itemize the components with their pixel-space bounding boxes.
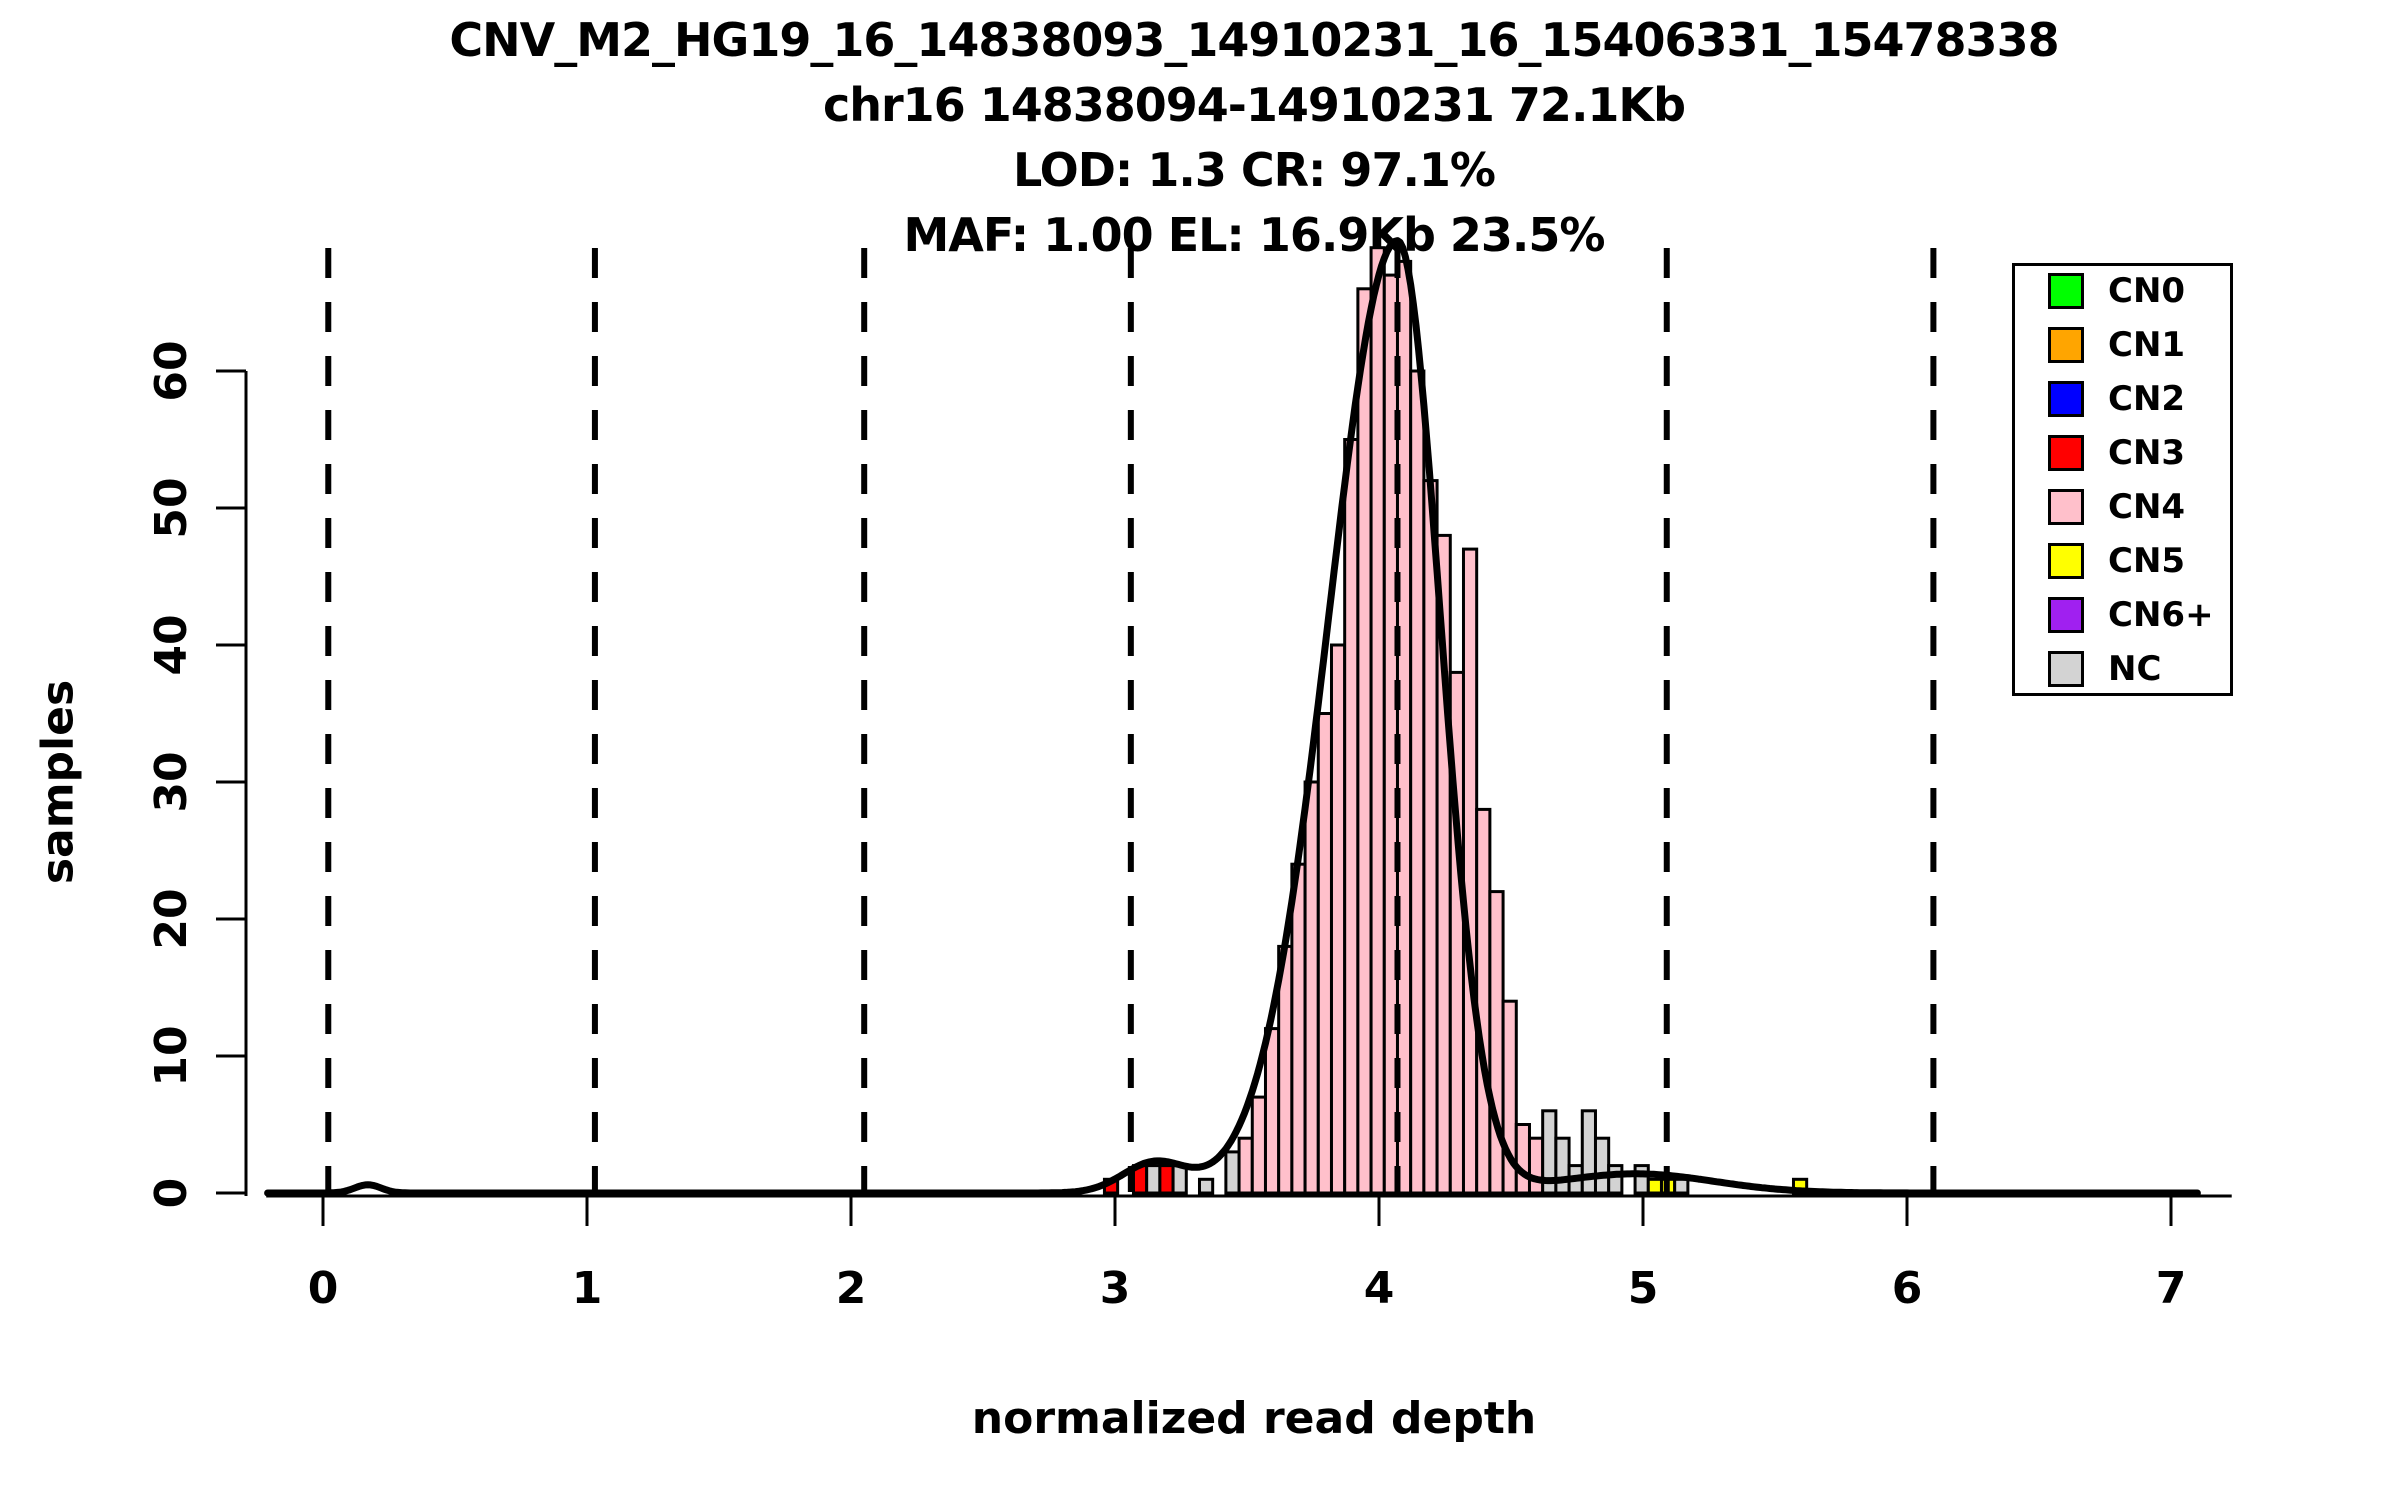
- histogram-bar-cn5: [1646, 1177, 1663, 1195]
- histogram-bar-nc: [1607, 1164, 1624, 1195]
- histogram-bar-cn4: [1316, 712, 1333, 1195]
- legend-label: NC: [2108, 648, 2162, 689]
- histogram-bar-cn4: [1303, 780, 1320, 1195]
- histogram-bar-cn4: [1356, 287, 1373, 1195]
- histogram-bar-nc: [1171, 1164, 1188, 1195]
- title-line-1: CNV_M2_HG19_16_14838093_14910231_16_1540…: [449, 13, 2059, 67]
- histogram-bar-cn4: [1395, 259, 1413, 1195]
- plot-title-block: CNV_M2_HG19_16_14838093_14910231_16_1540…: [104, 8, 2400, 268]
- x-tick-label: 5: [1628, 1263, 1659, 1314]
- x-tick-label: 7: [2156, 1263, 2187, 1314]
- title-line-4: MAF: 1.00 EL: 16.9Kb 23.5%: [903, 208, 1605, 262]
- y-tick-label: 60: [146, 340, 197, 401]
- legend-swatch: [2048, 272, 2084, 309]
- legend-swatch: [2048, 650, 2084, 687]
- histogram-bar-cn4: [1237, 1136, 1254, 1195]
- legend-swatch: [2048, 542, 2084, 579]
- y-tick-label: 30: [146, 751, 197, 812]
- y-tick-label: 20: [146, 888, 197, 949]
- legend-item-cn1: CN1: [2048, 324, 2230, 365]
- x-tick-label: 3: [1100, 1263, 1131, 1314]
- y-tick-label: 40: [146, 614, 197, 675]
- title-line-3: LOD: 1.3 CR: 97.1%: [1012, 143, 1496, 197]
- legend-item-cn6plus: CN6+: [2048, 594, 2230, 635]
- legend-swatch: [2048, 596, 2084, 633]
- x-tick-label: 2: [836, 1263, 867, 1314]
- legend-item-nc: NC: [2048, 648, 2230, 689]
- histogram-bar-nc: [1673, 1177, 1690, 1195]
- histogram-bar-nc: [1633, 1164, 1650, 1195]
- x-tick-label: 6: [1892, 1263, 1923, 1314]
- histogram-bar-cn4: [1290, 862, 1307, 1195]
- legend-swatch: [2048, 380, 2084, 417]
- legend-swatch: [2048, 488, 2084, 525]
- y-axis-label: samples: [32, 679, 84, 885]
- histogram-bar-nc: [1197, 1177, 1215, 1195]
- title-line-2: chr16 14838094-14910231 72.1Kb: [822, 78, 1686, 132]
- x-tick-label: 0: [308, 1263, 339, 1314]
- y-tick-label: 50: [146, 477, 197, 538]
- legend-swatch: [2048, 434, 2084, 471]
- x-tick-label: 4: [1364, 1263, 1395, 1314]
- legend-label: CN0: [2108, 270, 2186, 311]
- histogram-bar-nc: [1145, 1164, 1162, 1195]
- legend-item-cn3: CN3: [2048, 432, 2230, 473]
- histogram-bar-cn4: [1514, 1123, 1531, 1195]
- histogram-bar-cn3: [1158, 1164, 1175, 1195]
- x-axis-label: normalized read depth: [971, 1393, 1537, 1444]
- legend-item-cn4: CN4: [2048, 486, 2230, 527]
- histogram-bar-cn4: [1409, 369, 1426, 1195]
- x-tick-label: 1: [572, 1263, 603, 1314]
- legend-item-cn5: CN5: [2048, 540, 2230, 581]
- histogram-bar-nc: [1593, 1136, 1611, 1195]
- y-tick-label: 0: [146, 1178, 197, 1209]
- histogram-bar-nc: [1554, 1136, 1571, 1195]
- histogram-bar-cn4: [1488, 890, 1505, 1195]
- legend-label: CN2: [2108, 378, 2186, 419]
- legend-label: CN6+: [2108, 594, 2214, 635]
- histogram-bar-cn4: [1461, 547, 1479, 1195]
- legend-box: CN0 CN1 CN2 CN3 CN4 CN5 CN6+ NC: [2012, 263, 2233, 696]
- histogram-bar-cn4: [1527, 1136, 1545, 1195]
- histogram-bar-cn4: [1329, 643, 1347, 1195]
- histogram-bar-cn4: [1263, 1027, 1281, 1195]
- legend-label: CN4: [2108, 486, 2186, 527]
- histogram-bar-cn4: [1475, 807, 1492, 1195]
- legend-label: CN5: [2108, 540, 2186, 581]
- y-tick-label: 10: [146, 1025, 197, 1086]
- legend-label: CN1: [2108, 324, 2186, 365]
- histogram-bar-cn4: [1343, 438, 1360, 1195]
- legend-item-cn0: CN0: [2048, 270, 2230, 311]
- density-curve: [264, 237, 2201, 1197]
- histogram-bar-cn4: [1250, 1095, 1267, 1195]
- histogram-bar-nc: [1224, 1150, 1241, 1195]
- legend-label: CN3: [2108, 432, 2186, 473]
- legend-swatch: [2048, 326, 2084, 363]
- histogram-bar-cn4: [1369, 246, 1386, 1195]
- legend-item-cn2: CN2: [2048, 378, 2230, 419]
